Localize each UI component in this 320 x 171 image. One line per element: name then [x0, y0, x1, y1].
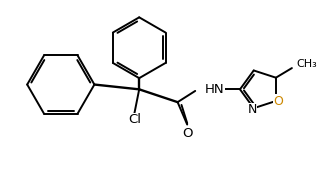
Text: N: N	[247, 103, 257, 116]
Text: O: O	[182, 127, 192, 140]
Text: O: O	[274, 95, 284, 108]
Text: CH₃: CH₃	[297, 59, 317, 69]
Text: HN: HN	[205, 83, 224, 96]
Text: Cl: Cl	[128, 113, 141, 126]
